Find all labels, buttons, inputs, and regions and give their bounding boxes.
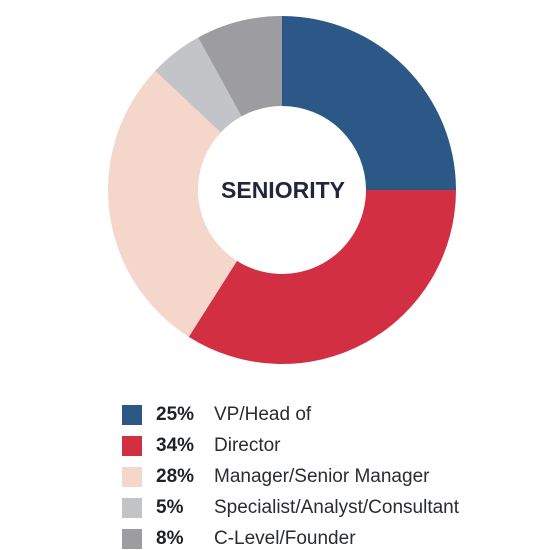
legend-swatch — [122, 497, 142, 518]
chart-title: SENIORITY — [221, 177, 345, 203]
legend-label: VP/Head of — [214, 403, 312, 425]
legend-swatch — [122, 528, 142, 549]
donut-slice-director — [188, 190, 456, 364]
legend-swatch — [122, 435, 142, 456]
legend-label: Manager/Senior Manager — [214, 465, 430, 487]
legend-value: 34% — [156, 434, 195, 456]
legend-label: Director — [214, 434, 281, 456]
legend-value: 28% — [156, 465, 195, 487]
legend-label: Specialist/Analyst/Consultant — [214, 496, 460, 518]
legend-item-director: 34% Director — [122, 430, 532, 461]
legend-label: C-Level/Founder — [214, 527, 356, 549]
legend-item-vp-head-of: 25% VP/Head of — [122, 399, 532, 430]
legend-item-c-level: 8% C-Level/Founder — [122, 523, 532, 550]
donut-slice-c-level-founder — [198, 16, 282, 117]
legend-swatch — [122, 404, 142, 425]
donut-slice-specialist-analyst-consultant — [155, 37, 242, 133]
legend-item-specialist: 5% Specialist/Analyst/Consultant — [122, 492, 532, 523]
legend-value: 5% — [156, 496, 184, 518]
legend-value: 8% — [156, 527, 184, 549]
legend-swatch — [122, 466, 142, 487]
donut-slices — [107, 16, 456, 364]
legend-item-manager: 28% Manager/Senior Manager — [122, 461, 532, 492]
legend-value: 25% — [156, 403, 195, 425]
donut-chart: SENIORITY — [107, 16, 456, 364]
donut-slice-vp-head-of — [282, 16, 456, 190]
donut-slice-manager-senior-manager — [107, 70, 237, 337]
legend: 25% VP/Head of 34% Director 28% Manager/… — [122, 399, 532, 550]
